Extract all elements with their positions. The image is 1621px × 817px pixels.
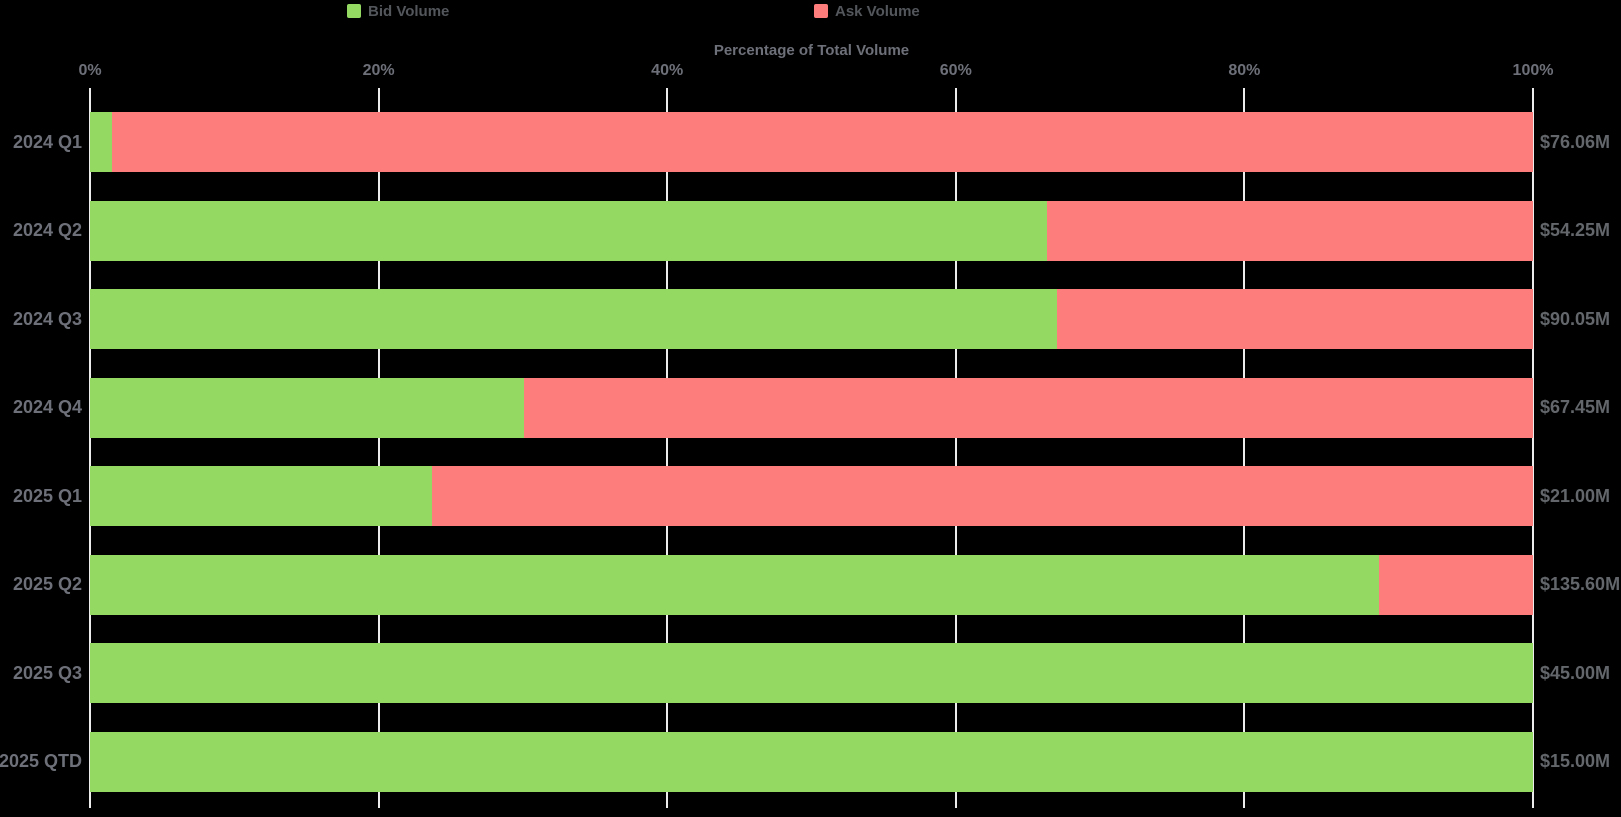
bid-segment-2024-q1[interactable] <box>90 112 112 172</box>
ask-segment-2024-q1[interactable] <box>111 112 1533 172</box>
total-label-2024-q3: $90.05M <box>1540 308 1611 329</box>
x-tick-label-20%: 20% <box>362 62 395 79</box>
bid-segment-2025-q1[interactable] <box>90 466 432 526</box>
bid-volume-swatch-icon <box>347 4 361 18</box>
gridline-100% <box>1532 88 1534 808</box>
legend-item-bid-volume[interactable]: Bid Volume <box>347 1 449 21</box>
bid-segment-2025-qtd[interactable] <box>90 731 1533 792</box>
x-tick-label-80%: 80% <box>1228 62 1261 79</box>
bar-row-2025-q2 <box>90 554 1533 615</box>
x-axis-title: Percentage of Total Volume <box>713 42 910 59</box>
legend-label-bid-volume: Bid Volume <box>368 2 450 20</box>
bar-row-2024-q2 <box>90 200 1533 261</box>
bar-row-2024-q3 <box>90 289 1533 349</box>
bid-segment-2025-q2[interactable] <box>90 554 1379 615</box>
bar-row-2024-q4 <box>90 377 1533 438</box>
total-label-2024-q4: $67.45M <box>1540 397 1611 417</box>
category-label-2024-q4: 2024 Q4 <box>12 397 82 417</box>
total-label-2025-q1: $21.00M <box>1540 485 1611 506</box>
category-label-2025-q2: 2025 Q2 <box>12 574 82 594</box>
legend-label-ask-volume: Ask Volume <box>835 2 920 20</box>
category-label-2025-q3: 2025 Q3 <box>12 662 82 683</box>
plot-area <box>89 88 1534 808</box>
category-label-2025-qtd: 2025 QTD <box>0 751 82 771</box>
ask-segment-2025-q2[interactable] <box>1378 554 1533 615</box>
gridline-20% <box>377 88 380 808</box>
total-label-2024-q2: $54.25M <box>1540 220 1611 240</box>
bar-row-2024-q1 <box>90 112 1533 172</box>
bar-row-2025-qtd <box>90 731 1533 792</box>
bar-row-2025-q1 <box>90 466 1533 526</box>
gridline-40% <box>666 88 669 808</box>
bid-segment-2024-q4[interactable] <box>90 377 525 438</box>
category-label-2025-q1: 2025 Q1 <box>12 485 82 506</box>
ask-segment-2024-q2[interactable] <box>1046 200 1533 261</box>
bid-segment-2025-q3[interactable] <box>90 643 1533 703</box>
bar-row-2025-q3 <box>90 643 1533 703</box>
x-tick-label-100%: 100% <box>1512 62 1554 79</box>
x-axis-tick-labels: 0% 20% 40% 60% 80% 100% <box>78 62 1553 84</box>
legend-item-ask-volume[interactable]: Ask Volume <box>814 1 920 21</box>
gridline-60% <box>954 88 957 808</box>
ask-segment-2024-q4[interactable] <box>524 377 1533 438</box>
category-label-2024-q3: 2024 Q3 <box>12 308 82 329</box>
total-label-2025-q3: $45.00M <box>1540 662 1611 683</box>
total-label-2025-q2: $135.60M <box>1540 574 1621 594</box>
gridline-80% <box>1243 88 1246 808</box>
category-label-2024-q2: 2024 Q2 <box>12 220 82 240</box>
ask-segment-2024-q3[interactable] <box>1056 289 1533 349</box>
gridline-0% <box>89 88 91 808</box>
ask-volume-swatch-icon <box>814 4 828 18</box>
bid-segment-2024-q3[interactable] <box>90 289 1057 349</box>
bid-segment-2024-q2[interactable] <box>90 200 1047 261</box>
category-label-2024-q1: 2024 Q1 <box>12 131 82 152</box>
x-tick-label-0%: 0% <box>78 62 102 79</box>
total-label-2025-qtd: $15.00M <box>1540 751 1611 771</box>
x-tick-label-40%: 40% <box>651 62 684 79</box>
x-tick-label-60%: 60% <box>939 62 972 79</box>
total-label-2024-q1: $76.06M <box>1540 131 1611 152</box>
ask-segment-2025-q1[interactable] <box>431 466 1533 526</box>
